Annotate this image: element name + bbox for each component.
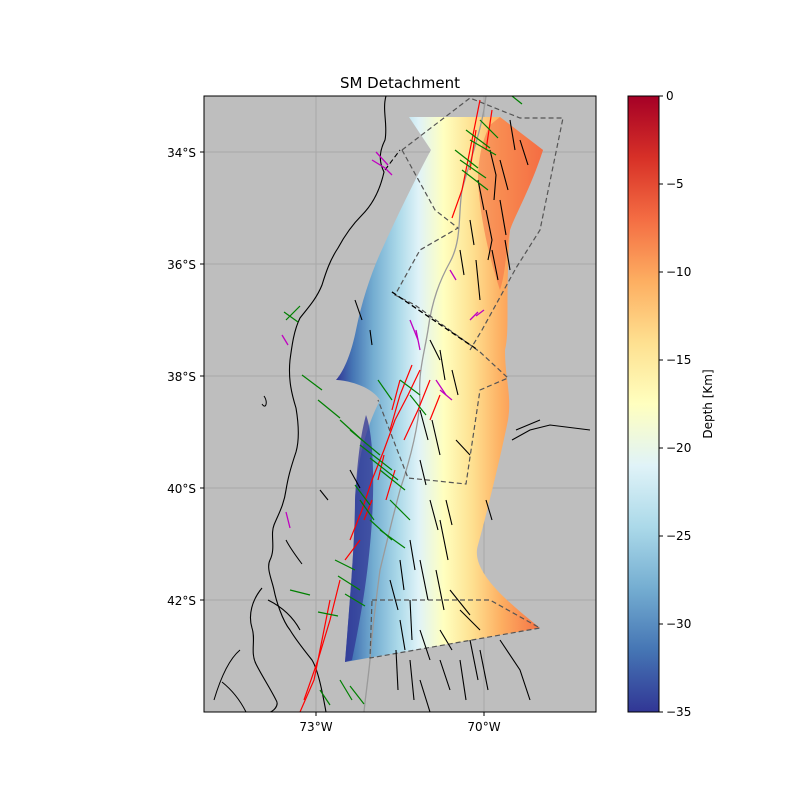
map-panel <box>204 96 596 712</box>
lat-tick-label: 38°S <box>167 370 196 384</box>
surface-deep-zone <box>345 415 374 662</box>
lon-axis: 73°W 70°W <box>299 712 501 734</box>
colorbar-tick-label: −30 <box>666 617 691 631</box>
colorbar-tick-label: −15 <box>666 353 691 367</box>
coastline-chiloe <box>249 587 301 712</box>
colorbar-tick-label: −5 <box>666 177 684 191</box>
faults-black <box>319 119 591 712</box>
colorbar-tick-label: −35 <box>666 705 691 719</box>
faults-green <box>283 96 523 706</box>
lat-tick-label: 42°S <box>167 594 196 608</box>
coastline-islands <box>213 395 303 712</box>
colorbar-ticks: 0 −5 −10 −15 −20 −25 −30 −35 <box>659 89 691 719</box>
map-title: SM Detachment <box>340 74 460 92</box>
lon-tick-label: 73°W <box>299 720 332 734</box>
volcanic-arc-boundary <box>363 96 487 712</box>
colorbar-tick-label: 0 <box>666 89 674 103</box>
region-outline-black <box>384 149 471 346</box>
map-frame <box>203 95 597 713</box>
lat-axis: 34°S 36°S 38°S 40°S 42°S <box>167 146 204 608</box>
coastline <box>268 96 387 712</box>
lon-tick-label: 70°W <box>467 720 500 734</box>
lat-tick-label: 34°S <box>167 146 196 160</box>
colorbar-tick-label: −25 <box>666 529 691 543</box>
faults-red <box>299 99 493 712</box>
colorbar-tick-label: −20 <box>666 441 691 455</box>
lat-tick-label: 36°S <box>167 258 196 272</box>
lat-tick-label: 40°S <box>167 482 196 496</box>
faults-magenta <box>281 151 485 529</box>
colorbar-label: Depth [Km] <box>701 369 715 438</box>
colorbar-tick-label: −10 <box>666 265 691 279</box>
colorbar-bar <box>627 95 660 713</box>
colorbar: 0 −5 −10 −15 −20 −25 −30 −35 Depth [Km] <box>627 89 715 719</box>
